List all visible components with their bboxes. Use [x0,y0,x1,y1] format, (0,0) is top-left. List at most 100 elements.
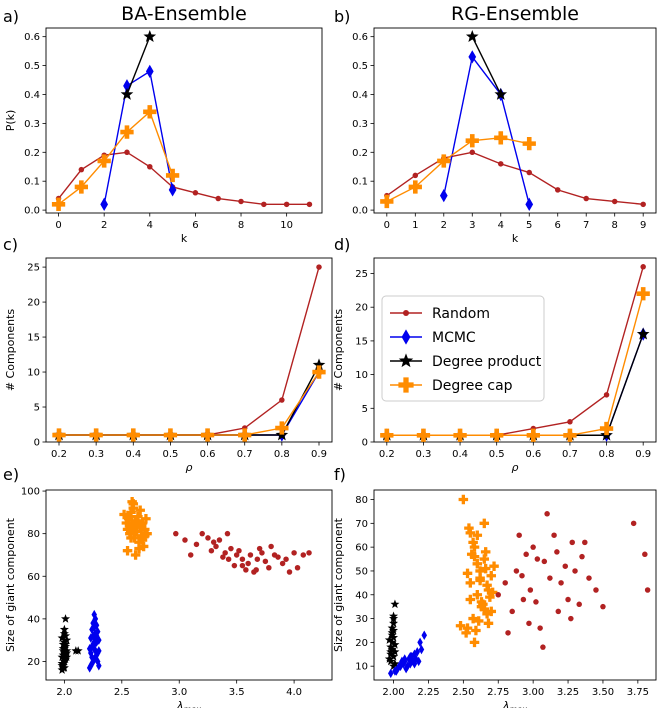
data-point-mcmc [407,651,414,662]
data-point-random [534,556,541,562]
data-point-mcmc [396,661,402,671]
data-point-degree_cap [471,625,481,636]
panel-b: b) RG-Ensemble 0 1 2 3 4 5 6 7 8 9 0.0 0.1 0.2 0.3 0.4 0.… [334,3,657,245]
data-point-random [519,572,525,579]
panel-letter-f: f) [334,465,346,484]
y-tick-label-d: 15 [355,336,368,347]
data-point-random [254,556,261,562]
data-point-random [555,608,562,615]
data-point-degree_product [390,640,400,649]
y-tick-label-b: 0.5 [352,61,368,72]
data-point-degree_product [59,663,69,672]
data-point-degree_product [390,599,400,609]
data-point-degree_cap [89,428,103,442]
x-tick-label-b: 2 [441,220,447,231]
y-tick-label-b: 0.1 [352,177,368,188]
data-point-random [187,552,194,558]
y-axis-label-c: # Components [4,309,17,392]
panel-letter-e: e) [3,465,19,484]
data-point-random [236,547,242,554]
data-point-random [495,592,501,598]
data-point-degree_cap [487,587,498,598]
data-point-mcmc [417,637,423,648]
data-point-degree_cap [468,537,478,548]
y-tick-label-e: 60 [27,572,40,583]
x-axis-label-a: k [181,232,188,245]
data-point-random [551,532,557,538]
data-point-degree_product [62,635,72,645]
x-tick-label-d: 0.2 [379,449,395,460]
panel-c: c) 0.2 0.3 0.4 0.5 0.6 0.7 0.8 0.9 0 5 10 15 20 25 ρ # C… [3,235,333,474]
data-point-random [554,187,561,193]
data-point-random [231,562,238,569]
data-point-random [526,169,532,176]
data-point-degree_product [384,654,394,663]
series-line-random [386,151,644,206]
data-point-degree_cap [473,616,484,626]
data-point-degree_cap [479,554,490,564]
data-point-random [286,569,293,575]
data-point-random [554,549,560,555]
data-point-degree_cap [483,618,494,629]
data-point-degree_cap [478,599,488,610]
y-tick-label-e: 20 [27,657,40,668]
y-tick-label-c: 15 [27,333,40,344]
data-point-random [216,537,223,543]
data-point-random [600,603,606,610]
data-point-mcmc [93,631,100,641]
y-tick-label-a: 0.0 [24,206,40,217]
data-point-random [215,195,221,202]
data-point-degree_cap [472,590,483,600]
data-point-degree_product [389,661,399,671]
x-tick-label-f: 2.75 [487,687,509,698]
axes-frame-f [373,489,657,681]
x-tick-label-b: 4 [498,220,504,231]
y-tick-label-f: 80 [355,495,368,506]
x-tick-label-a: 0 [55,220,61,231]
data-point-random [182,537,188,543]
data-point-degree_cap [489,561,499,571]
data-point-mcmc [168,183,177,197]
data-point-degree_cap [485,592,495,602]
y-axis-label-f: Size of giant component [332,517,345,652]
data-point-random [527,587,534,593]
data-point-degree_cap [121,518,132,528]
data-point-degree_product [494,87,508,100]
x-tick-label-d: 0.9 [635,449,651,460]
y-tick-label-a: 0.4 [24,90,40,101]
x-tick-label-f: 2.00 [382,687,404,698]
legend-marker-degree_product [398,353,414,368]
data-point-random [262,558,269,565]
y-tick-label-a: 0.3 [24,119,40,130]
x-tick-label-d: 0.4 [452,449,468,460]
series-line-random [58,151,310,206]
data-point-random [640,201,646,208]
data-point-degree_cap [138,541,149,552]
x-tick-label-f: 2.50 [452,687,474,698]
data-point-random [266,564,272,571]
x-tick-label-f: 3.75 [627,687,649,698]
data-point-degree_product [59,624,69,634]
y-tick-label-d: 5 [362,404,368,415]
data-point-random [541,558,548,565]
x-tick-label-a: 8 [238,220,244,231]
y-axis-label-d: # Components [332,309,345,392]
data-point-mcmc [96,660,102,671]
data-point-degree_cap [200,428,215,442]
y-tick-label-c: 20 [27,298,40,309]
y-tick-label-c: 10 [27,368,40,379]
data-point-degree_product [59,648,69,657]
panel-title-b: RG-Ensemble [451,3,579,25]
x-tick-label-f: 3.00 [522,687,544,698]
data-point-degree_cap [563,428,577,442]
series-line-random [59,266,320,436]
y-tick-label-b: 0.4 [352,90,368,101]
axes-frame-c [45,257,333,443]
data-point-mcmc [91,637,97,648]
panel-d: d) 0.2 0.3 0.4 0.5 0.6 0.7 0.8 0.9 0 5 10 15 20 25 ρ # C… [332,235,657,474]
y-tick-label-a: 0.2 [24,148,40,159]
data-point-random [582,539,588,546]
data-point-random [173,530,179,537]
x-axis-label-d: ρ [512,461,519,474]
legend-box [381,295,545,402]
